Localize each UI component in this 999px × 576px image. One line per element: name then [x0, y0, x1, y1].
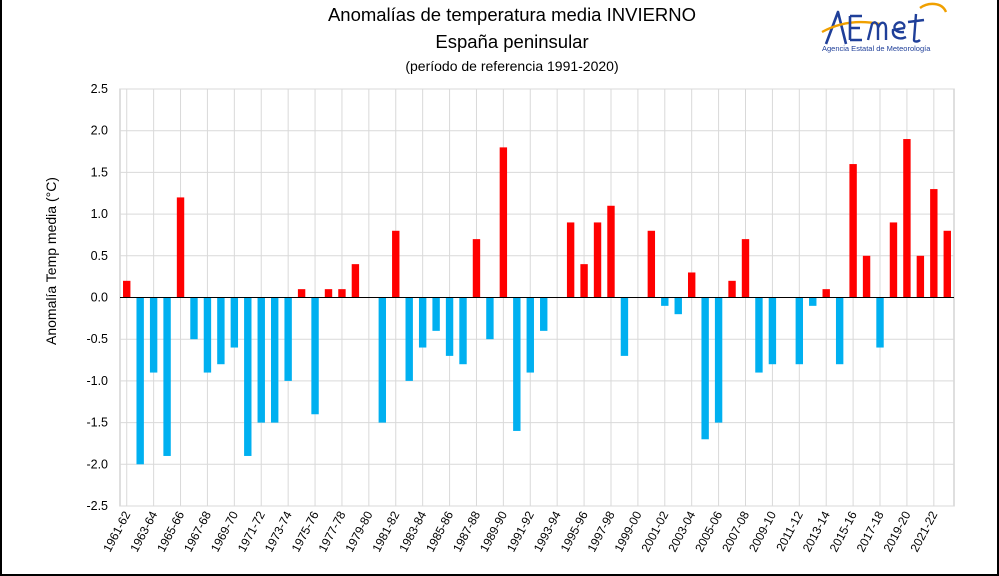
y-tick-label: 1.5 — [91, 165, 108, 179]
bar — [432, 297, 440, 331]
bar — [701, 297, 709, 440]
bar — [190, 297, 198, 340]
bar — [230, 297, 239, 348]
bar — [795, 297, 804, 365]
bar — [149, 297, 158, 373]
y-tick-label: -2.5 — [86, 499, 108, 513]
bar — [297, 289, 306, 298]
bar — [526, 297, 534, 373]
bar — [472, 239, 481, 298]
bar — [338, 289, 346, 298]
bar — [768, 297, 777, 365]
bar — [647, 230, 656, 298]
bar — [889, 222, 898, 298]
bar — [822, 289, 830, 298]
y-tick-label: -1.5 — [86, 416, 108, 430]
bar — [714, 297, 723, 423]
bar — [876, 297, 884, 348]
bar — [916, 255, 925, 298]
bar — [687, 272, 696, 298]
bar — [728, 280, 736, 298]
bar — [270, 297, 279, 423]
bar — [755, 297, 763, 373]
bar — [741, 239, 750, 298]
y-tick-label: 1.0 — [91, 207, 108, 221]
bar — [809, 297, 817, 306]
aemet-logo — [821, 2, 948, 45]
bar — [943, 230, 951, 298]
bar — [674, 297, 682, 315]
bar — [418, 297, 427, 348]
chart-title: Anomalías de temperatura media INVIERNO — [327, 4, 697, 25]
bar — [459, 297, 467, 365]
bar — [176, 197, 185, 298]
bar — [607, 205, 615, 298]
y-tick-label: 0.5 — [91, 249, 108, 263]
bar — [163, 297, 171, 456]
bar — [324, 289, 333, 298]
bar — [217, 297, 225, 365]
chart-note: (período de referencia 1991-2020) — [405, 58, 619, 74]
chart-subtitle: España peninsular — [435, 31, 589, 52]
bar — [284, 297, 292, 381]
bar — [540, 297, 548, 331]
bar — [513, 297, 521, 431]
y-tick-label: 2.0 — [91, 124, 108, 138]
y-tick-label: 2.5 — [91, 82, 108, 96]
bar — [593, 222, 602, 298]
bar — [499, 147, 508, 298]
bar — [566, 222, 575, 298]
bar — [580, 264, 588, 298]
bar — [203, 297, 212, 373]
bar — [903, 139, 911, 298]
bar — [862, 255, 871, 298]
bar — [661, 297, 669, 306]
y-tick-label: -0.5 — [86, 332, 108, 346]
logo-subtitle: Agencia Estatal de Meteorología — [822, 44, 931, 53]
y-tick-label: 0.0 — [91, 291, 108, 305]
bar — [311, 297, 319, 415]
y-tick-label: -1.0 — [86, 374, 108, 388]
bar — [123, 280, 131, 298]
bar — [392, 230, 400, 298]
bar — [351, 264, 360, 298]
bar — [486, 297, 494, 340]
bar — [405, 297, 413, 381]
bar — [244, 297, 252, 456]
bar — [445, 297, 454, 356]
bar — [257, 297, 265, 423]
bar — [136, 297, 144, 465]
bar — [378, 297, 387, 423]
y-tick-label: -2.0 — [86, 457, 108, 471]
bar — [620, 297, 629, 356]
bar — [930, 189, 938, 298]
bar — [835, 297, 844, 365]
bar — [849, 164, 857, 298]
